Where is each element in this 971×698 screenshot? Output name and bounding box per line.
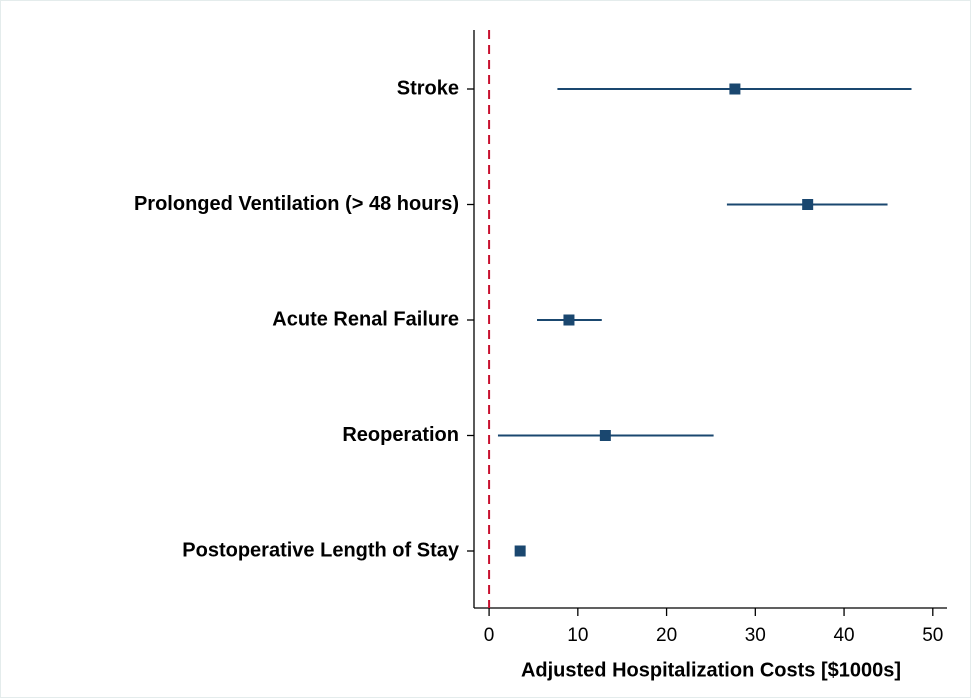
x-axis-label: Adjusted Hospitalization Costs [$1000s] bbox=[521, 659, 901, 681]
point-estimate bbox=[729, 83, 741, 95]
category-label: Reoperation bbox=[342, 424, 459, 446]
category-label: Acute Renal Failure bbox=[272, 308, 459, 330]
x-tick-label: 50 bbox=[922, 625, 943, 646]
x-tick-label: 0 bbox=[484, 625, 495, 646]
point-estimate bbox=[802, 199, 814, 210]
x-tick-label: 20 bbox=[656, 625, 677, 646]
point-estimate bbox=[514, 545, 526, 557]
x-tick-label: 30 bbox=[745, 625, 766, 646]
point-estimate bbox=[563, 314, 575, 326]
point-estimate bbox=[599, 430, 611, 441]
x-tick-label: 10 bbox=[567, 625, 588, 646]
category-label: Prolonged Ventilation (> 48 hours) bbox=[134, 193, 459, 215]
category-label: Postoperative Length of Stay bbox=[182, 539, 460, 561]
x-tick-label: 40 bbox=[833, 625, 854, 646]
category-label: Stroke bbox=[397, 77, 459, 99]
